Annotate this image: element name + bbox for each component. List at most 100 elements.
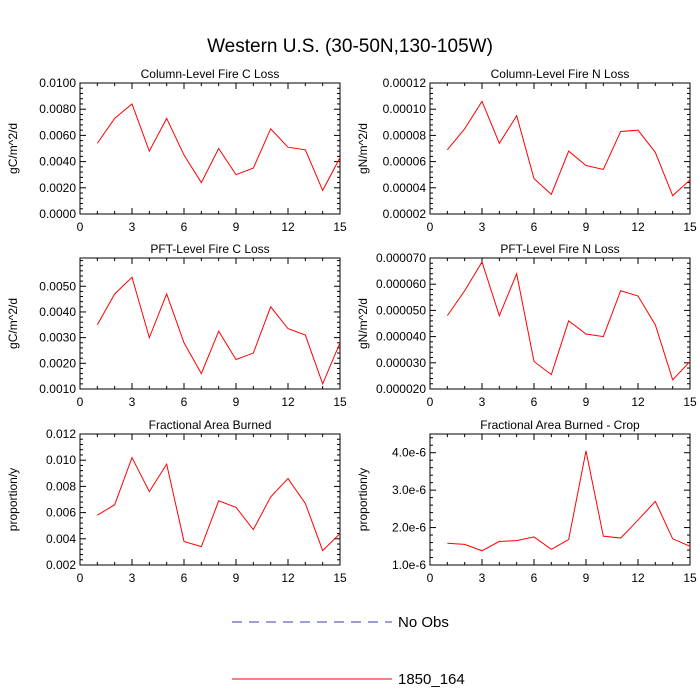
panel-2-x-tick-label: 9 — [583, 220, 590, 234]
panel-4-y-tick-label: 0.000060 — [376, 277, 426, 291]
panel-2-series-1850-164 — [446, 100, 690, 197]
panel-3-title: PFT-Level Fire C Loss — [150, 242, 269, 256]
panel-5-frame — [79, 433, 341, 566]
panel-5-x-tick-label: 9 — [233, 571, 240, 585]
panel-1-x-tick-label: 6 — [181, 220, 188, 234]
panel-1-x-tick-label: 9 — [233, 220, 240, 234]
panel-6-x-tick-label: 9 — [583, 571, 590, 585]
panel-3-y-tick-label: 0.0010 — [39, 382, 76, 396]
panel-2-y-tick-label: 0.00006 — [383, 155, 427, 169]
panel-3-x-tick-label: 15 — [333, 395, 347, 409]
panel-3-series-1850-164 — [96, 276, 340, 386]
panel-4-y-axis-label: gN/m^2/d — [356, 298, 370, 349]
panel-3-x-tick-label: 0 — [77, 395, 84, 409]
panel-5-title: Fractional Area Burned — [149, 418, 272, 432]
panel-5: Fractional Area Burned proportion/y 0 3 6 9 12… — [6, 418, 347, 585]
panel-5-x-tick-label: 15 — [333, 571, 347, 585]
panel-2-y-axis-label: gN/m^2/d — [356, 123, 370, 174]
panel-grid: Column-Level Fire C Loss gC/m^2/d 0 3 6 9 12 15… — [6, 67, 697, 585]
panel-3-y-tick-label: 0.0030 — [39, 331, 76, 345]
panel-2-x-tick-label: 3 — [479, 220, 486, 234]
panel-5-x-tick-label: 12 — [281, 571, 295, 585]
panel-4: PFT-Level Fire N Loss gN/m^2/d 0 3 6 9 12 15 0.0… — [356, 242, 697, 409]
panel-2: Column-Level Fire N Loss gN/m^2/d 0 3 6 9 12 15… — [356, 67, 697, 234]
panel-3-x-tick-label: 12 — [281, 395, 295, 409]
panel-6-frame — [429, 433, 691, 566]
panel-1-y-tick-label: 0.0080 — [39, 102, 76, 116]
panel-6-x-tick-label: 15 — [683, 571, 697, 585]
panel-5-y-tick-label: 0.004 — [46, 532, 76, 546]
panel-4-x-tick-label: 9 — [583, 395, 590, 409]
legend-label-1850-164: 1850_164 — [398, 671, 465, 688]
panel-6-y-tick-label: 3.0e-6 — [392, 483, 426, 497]
panel-1-y-tick-label: 0.0060 — [39, 128, 76, 142]
panel-4-frame — [429, 257, 691, 390]
panel-1-y-tick-label: 0.0020 — [39, 181, 76, 195]
panel-1-x-tick-label: 0 — [77, 220, 84, 234]
panel-5-y-tick-label: 0.008 — [46, 479, 76, 493]
panel-5-x-tick-label: 3 — [129, 571, 136, 585]
panel-3-x-tick-label: 6 — [181, 395, 188, 409]
panel-6-y-tick-label: 1.0e-6 — [392, 558, 426, 572]
panel-4-y-tick-label: 0.000040 — [376, 330, 426, 344]
panel-4-y-tick-label: 0.000050 — [376, 303, 426, 317]
panel-6: Fractional Area Burned - Crop proportion/… — [356, 418, 697, 585]
panel-2-y-tick-label: 0.00010 — [383, 102, 427, 116]
panel-1: Column-Level Fire C Loss gC/m^2/d 0 3 6 9 12 15… — [6, 67, 347, 234]
panel-2-y-tick-label: 0.00002 — [383, 207, 427, 221]
panel-3: PFT-Level Fire C Loss gC/m^2/d 0 3 6 9 12 15 0.0… — [6, 242, 347, 409]
panel-2-x-tick-label: 6 — [531, 220, 538, 234]
panel-2-title: Column-Level Fire N Loss — [491, 67, 630, 81]
panel-4-x-tick-label: 6 — [531, 395, 538, 409]
panel-6-y-tick-label: 2.0e-6 — [392, 521, 426, 535]
panel-2-y-tick-label: 0.00008 — [383, 128, 427, 142]
panel-4-y-tick-label: 0.000030 — [376, 356, 426, 370]
panel-4-title: PFT-Level Fire N Loss — [500, 242, 619, 256]
panel-5-x-tick-label: 6 — [181, 571, 188, 585]
panel-4-y-tick-label: 0.000070 — [376, 251, 426, 265]
panel-1-x-tick-label: 15 — [333, 220, 347, 234]
panel-5-series-1850-164 — [97, 456, 340, 552]
panel-6-x-tick-label: 3 — [479, 571, 486, 585]
panel-2-y-tick-label: 0.00004 — [383, 181, 427, 195]
panel-4-x-tick-label: 3 — [479, 395, 486, 409]
panel-3-x-tick-label: 9 — [233, 395, 240, 409]
panel-5-y-tick-label: 0.012 — [46, 427, 76, 441]
panel-2-frame — [429, 82, 691, 215]
panel-1-series-1850-164 — [96, 103, 340, 192]
panel-1-y-tick-label: 0.0100 — [39, 76, 76, 90]
panel-6-y-axis-label: proportion/y — [356, 468, 370, 531]
panel-2-x-tick-label: 12 — [631, 220, 645, 234]
panel-1-frame — [79, 82, 341, 215]
panel-3-y-tick-label: 0.0040 — [39, 305, 76, 319]
panel-6-x-tick-label: 6 — [531, 571, 538, 585]
panel-6-series-1850-164 — [447, 450, 690, 552]
panel-1-x-tick-label: 12 — [281, 220, 295, 234]
panel-4-x-tick-label: 15 — [683, 395, 697, 409]
panel-5-y-tick-label: 0.002 — [46, 558, 76, 572]
panel-2-y-tick-label: 0.00012 — [383, 76, 427, 90]
panel-5-y-axis-label: proportion/y — [6, 468, 20, 531]
panel-2-x-tick-label: 0 — [427, 220, 434, 234]
panel-3-y-tick-label: 0.0020 — [39, 356, 76, 370]
panel-6-y-tick-label: 4.0e-6 — [392, 446, 426, 460]
panel-3-y-tick-label: 0.0050 — [39, 279, 76, 293]
panel-6-x-tick-label: 12 — [631, 571, 645, 585]
panel-3-y-axis-label: gC/m^2/d — [6, 298, 20, 349]
panel-2-x-tick-label: 15 — [683, 220, 697, 234]
panel-4-x-tick-label: 12 — [631, 395, 645, 409]
legend-label-no-obs: No Obs — [398, 614, 449, 631]
panel-5-y-tick-label: 0.006 — [46, 506, 76, 520]
panel-6-x-tick-label: 0 — [427, 571, 434, 585]
panel-3-x-tick-label: 3 — [129, 395, 136, 409]
panel-1-y-tick-label: 0.0040 — [39, 155, 76, 169]
panel-4-x-tick-label: 0 — [427, 395, 434, 409]
panel-5-y-tick-label: 0.010 — [46, 453, 76, 467]
panel-1-title: Column-Level Fire C Loss — [141, 67, 280, 81]
panel-1-y-axis-label: gC/m^2/d — [6, 123, 20, 174]
figure-title: Western U.S. (30-50N,130-105W) — [207, 36, 493, 57]
panel-4-y-tick-label: 0.000020 — [376, 382, 426, 396]
panel-3-frame — [79, 257, 341, 390]
panel-4-series-1850-164 — [446, 260, 690, 381]
